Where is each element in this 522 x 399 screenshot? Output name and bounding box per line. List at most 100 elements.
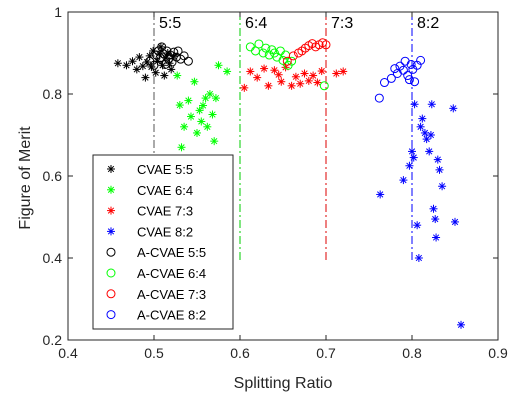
data-point-circle xyxy=(386,73,396,83)
data-point-circle xyxy=(282,56,292,66)
data-point-star xyxy=(223,67,232,76)
data-point-star xyxy=(135,53,144,62)
star-stroke xyxy=(457,321,465,328)
data-point-star xyxy=(113,59,122,68)
data-point-star xyxy=(186,112,195,121)
data-point-star xyxy=(409,153,418,162)
data-point-star xyxy=(451,217,459,226)
reference-lines: 5:5 6:4 7:3 8:2 xyxy=(153,12,439,262)
star-stroke xyxy=(309,72,317,79)
star-stroke xyxy=(408,148,416,155)
data-point-star xyxy=(197,117,206,126)
star-stroke xyxy=(199,102,207,109)
legend-entry-label: A-CVAE 6:4 xyxy=(137,266,206,281)
data-point-circle xyxy=(149,60,159,70)
data-point-circle xyxy=(307,39,317,49)
data-point-star xyxy=(274,70,283,79)
star-stroke xyxy=(198,118,205,125)
data-point-star xyxy=(184,96,193,105)
data-point-star xyxy=(132,65,141,74)
series-a-cvae-8-2 xyxy=(374,55,426,103)
data-point-circle xyxy=(410,77,420,87)
series-cvae-8-2 xyxy=(376,100,466,329)
star-stroke xyxy=(204,123,211,130)
star-stroke xyxy=(432,234,440,241)
data-point-circle xyxy=(321,40,331,50)
star-stroke xyxy=(247,68,254,75)
data-point-star xyxy=(287,81,296,90)
star-stroke xyxy=(301,70,308,77)
star-stroke xyxy=(432,215,439,223)
star-stroke xyxy=(209,111,216,118)
data-point-star xyxy=(203,122,212,131)
data-point-star xyxy=(201,94,210,103)
data-point-circle xyxy=(379,78,389,88)
data-point-star xyxy=(433,155,442,164)
data-point-circle xyxy=(179,51,189,61)
data-point-star xyxy=(399,176,408,185)
axis-ticks: 0.4 0.5 0.6 0.7 0.8 0.90.20.40.60.81 xyxy=(43,4,508,361)
star-stroke xyxy=(318,67,325,75)
star-stroke xyxy=(152,69,159,76)
data-point-circle xyxy=(173,46,183,56)
data-point-star xyxy=(457,320,466,329)
data-point-star xyxy=(175,101,184,110)
data-point-star xyxy=(190,77,199,86)
star-stroke xyxy=(438,183,446,190)
data-point-star xyxy=(240,83,249,92)
star-stroke xyxy=(191,78,198,85)
star-stroke xyxy=(107,228,115,235)
star-stroke xyxy=(142,74,149,81)
data-point-star xyxy=(160,71,169,80)
star-stroke xyxy=(107,165,115,173)
star-stroke xyxy=(114,60,122,67)
legend-marker-circle xyxy=(106,289,116,299)
data-point-star xyxy=(317,67,326,76)
star-stroke xyxy=(278,78,285,85)
series-a-cvae-7-3 xyxy=(282,38,331,66)
legend-entry-label: CVAE 5:5 xyxy=(137,162,193,177)
data-point-circle xyxy=(406,59,416,69)
data-point-star xyxy=(429,204,438,213)
y-tick-label: 1 xyxy=(54,4,62,20)
y-axis-label: Figure of Merit xyxy=(17,126,34,230)
legend-entry-label: A-CVAE 8:2 xyxy=(137,308,206,323)
data-point-circle xyxy=(404,75,414,85)
data-point-star xyxy=(205,90,214,98)
data-point-star xyxy=(211,94,220,103)
data-point-star xyxy=(427,100,436,109)
series-a-cvae-6-4 xyxy=(245,39,329,91)
star-stroke xyxy=(196,107,203,114)
star-stroke xyxy=(265,82,272,89)
data-point-star xyxy=(214,61,223,70)
legend: CVAE 5:5 CVAE 6:4 CVAE 7:3 CVAE 8:2 A-CVAE 5… xyxy=(92,154,234,330)
data-point-star xyxy=(128,57,137,66)
data-point-star xyxy=(195,106,204,115)
data-point-star xyxy=(177,143,186,152)
data-point-star xyxy=(376,190,385,199)
star-stroke xyxy=(430,205,437,212)
data-point-star xyxy=(208,110,217,119)
legend-entry-label: A-CVAE 7:3 xyxy=(137,287,206,302)
data-point-circle xyxy=(398,65,408,75)
data-point-star xyxy=(260,64,269,73)
data-point-star xyxy=(309,71,318,80)
data-point-circle xyxy=(254,39,264,49)
star-stroke xyxy=(215,62,222,69)
star-stroke xyxy=(292,73,300,80)
star-stroke xyxy=(174,72,181,79)
data-point-circle xyxy=(278,55,288,65)
data-point-star xyxy=(408,147,416,156)
star-stroke xyxy=(434,156,441,163)
data-point-star xyxy=(332,69,341,78)
y-tick-label: 0.8 xyxy=(43,86,63,102)
x-tick-label: 0.4 xyxy=(58,345,78,361)
data-point-star xyxy=(296,79,305,88)
legend-entry-label: CVAE 8:2 xyxy=(137,224,193,239)
data-point-star xyxy=(277,77,286,86)
star-stroke xyxy=(297,80,304,87)
reference-label: 8:2 xyxy=(417,15,439,32)
legend-marker-circle xyxy=(106,268,116,278)
star-stroke xyxy=(271,67,278,74)
